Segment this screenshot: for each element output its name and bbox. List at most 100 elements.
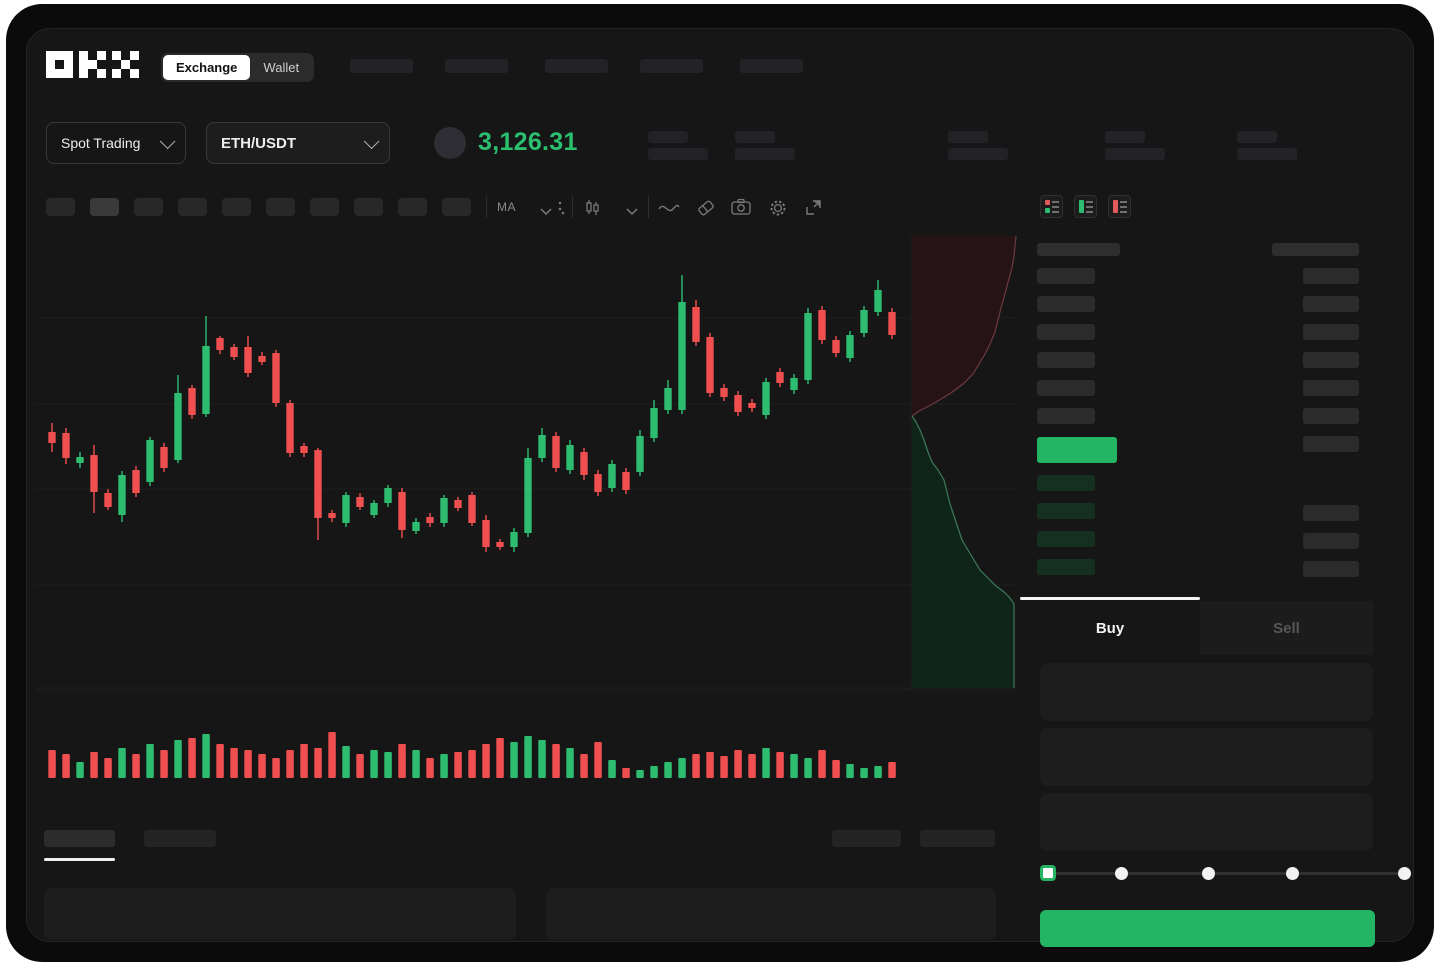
trade-row-placeholder[interactable]	[1303, 268, 1359, 284]
ask-row-placeholder[interactable]	[1037, 296, 1095, 312]
drawing-tool-icon[interactable]	[696, 198, 716, 223]
slider-step-dot[interactable]	[1201, 867, 1215, 880]
candle	[286, 403, 294, 453]
candlestick-chart[interactable]	[35, 230, 1020, 792]
camera-icon[interactable]	[731, 198, 751, 221]
timeframe-button[interactable]	[46, 198, 75, 216]
candle	[818, 310, 826, 340]
trade-row-placeholder[interactable]	[1303, 561, 1359, 577]
buy-tab[interactable]: Buy	[1095, 619, 1125, 637]
ma-indicator-button[interactable]: MA	[497, 200, 516, 214]
trade-row-placeholder[interactable]	[1303, 436, 1359, 452]
bid-row-placeholder[interactable]	[1037, 559, 1095, 575]
nav-item-placeholder[interactable]	[545, 59, 608, 73]
amount-slider-track[interactable]	[1048, 872, 1404, 875]
line-chart-icon[interactable]	[658, 201, 680, 220]
candle	[468, 495, 476, 523]
order-price-field-placeholder[interactable]	[1040, 663, 1373, 721]
trade-row-placeholder[interactable]	[1303, 324, 1359, 340]
candle	[412, 522, 420, 531]
volume-bar	[832, 760, 840, 778]
buy-submit-button[interactable]	[1040, 910, 1375, 947]
nav-item-placeholder[interactable]	[640, 59, 703, 73]
orderbook-view-both-icon[interactable]	[1040, 195, 1063, 218]
timeframe-button[interactable]	[222, 198, 251, 216]
volume-bar	[552, 744, 560, 778]
pair-label: ETH/USDT	[221, 134, 296, 152]
chevron-down-icon[interactable]	[626, 203, 638, 221]
slider-step-dot[interactable]	[1114, 867, 1128, 880]
order-total-field-placeholder[interactable]	[1040, 793, 1373, 851]
bottom-action-placeholder[interactable]	[920, 830, 995, 847]
bottom-action-placeholder[interactable]	[832, 830, 901, 847]
bottom-tab-active[interactable]	[44, 830, 115, 847]
nav-item-placeholder[interactable]	[445, 59, 508, 73]
sell-tab[interactable]: Sell	[1200, 601, 1373, 655]
volume-bar	[118, 748, 126, 778]
volume-bar	[454, 752, 462, 778]
market-type-select[interactable]: Spot Trading	[46, 122, 186, 164]
candle	[188, 388, 196, 415]
volume-bar	[762, 748, 770, 778]
volume-bar	[328, 732, 336, 778]
volume-bar	[636, 770, 644, 778]
bottom-tab[interactable]	[144, 830, 216, 847]
bid-row-placeholder[interactable]	[1037, 531, 1095, 547]
amount-slider-handle[interactable]	[1040, 865, 1056, 881]
volume-bar	[734, 750, 742, 778]
timeframe-button[interactable]	[134, 198, 163, 216]
orderbook-view-bids-icon[interactable]	[1074, 195, 1097, 218]
candle	[720, 388, 728, 397]
fullscreen-icon[interactable]	[804, 198, 824, 223]
volume-bar	[580, 754, 588, 778]
candle	[496, 542, 504, 547]
trade-row-placeholder[interactable]	[1303, 505, 1359, 521]
gear-icon[interactable]	[768, 198, 788, 223]
candle	[174, 393, 182, 460]
timeframe-button[interactable]	[178, 198, 207, 216]
ask-row-placeholder[interactable]	[1037, 380, 1095, 396]
order-amount-field-placeholder[interactable]	[1040, 728, 1373, 786]
candle	[790, 378, 798, 390]
candle-style-icon[interactable]	[584, 199, 602, 222]
candle	[776, 372, 784, 383]
wallet-tab[interactable]: Wallet	[263, 60, 300, 75]
trade-row-placeholder[interactable]	[1303, 533, 1359, 549]
trade-row-placeholder[interactable]	[1303, 408, 1359, 424]
candle	[370, 503, 378, 515]
volume-bar	[132, 754, 140, 778]
ask-row-placeholder[interactable]	[1037, 352, 1095, 368]
trade-row-placeholder[interactable]	[1303, 380, 1359, 396]
timeframe-button[interactable]	[310, 198, 339, 216]
timeframe-button[interactable]	[398, 198, 427, 216]
volume-bar	[342, 746, 350, 778]
candle	[706, 337, 714, 393]
timeframe-button[interactable]	[354, 198, 383, 216]
nav-item-placeholder[interactable]	[350, 59, 413, 73]
trade-row-placeholder[interactable]	[1303, 296, 1359, 312]
ask-row-placeholder[interactable]	[1037, 268, 1095, 284]
candle	[832, 340, 840, 353]
timeframe-button[interactable]	[442, 198, 471, 216]
timeframe-button-active[interactable]	[90, 198, 119, 216]
slider-step-dot[interactable]	[1285, 867, 1299, 880]
exchange-tab[interactable]: Exchange	[163, 55, 251, 80]
slider-step-dot[interactable]	[1397, 867, 1411, 880]
bid-row-placeholder[interactable]	[1037, 475, 1095, 491]
chevron-down-icon[interactable]	[540, 203, 552, 221]
bid-row-placeholder[interactable]	[1037, 503, 1095, 519]
ask-row-placeholder[interactable]	[1037, 324, 1095, 340]
orderbook-view-asks-icon[interactable]	[1108, 195, 1131, 218]
candle	[314, 450, 322, 518]
volume-bar	[244, 750, 252, 778]
ask-row-placeholder[interactable]	[1037, 408, 1095, 424]
volume-bar	[524, 736, 532, 778]
candle	[678, 302, 686, 410]
trade-row-placeholder[interactable]	[1303, 352, 1359, 368]
volume-bar	[664, 762, 672, 778]
timeframe-button[interactable]	[266, 198, 295, 216]
pair-select[interactable]: ETH/USDT	[206, 122, 390, 164]
nav-item-placeholder[interactable]	[740, 59, 803, 73]
more-dots-icon[interactable]	[557, 200, 565, 221]
candle	[356, 497, 364, 507]
